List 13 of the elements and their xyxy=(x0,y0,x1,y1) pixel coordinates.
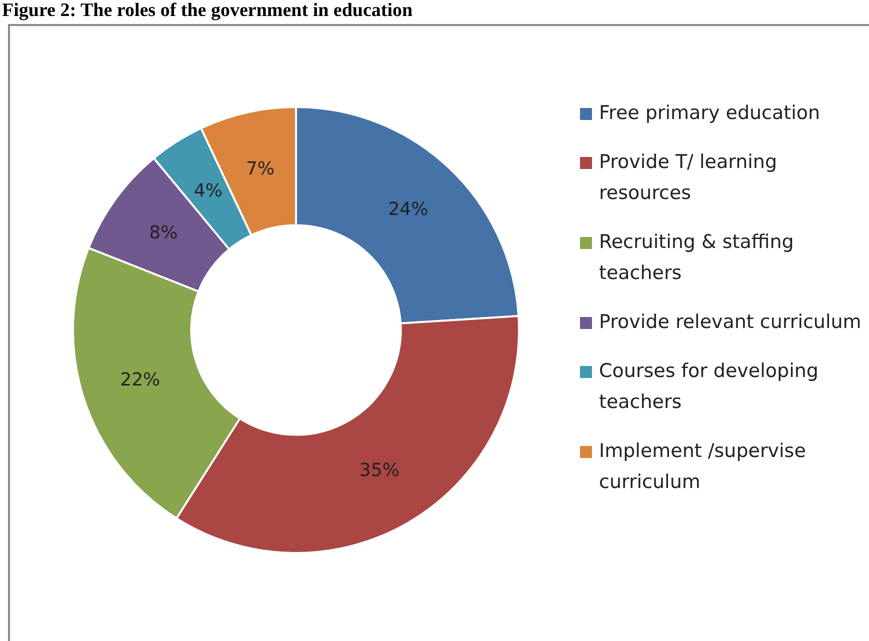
data-label: 22% xyxy=(120,369,160,390)
legend-label: Recruiting & staffing teachers xyxy=(599,230,795,286)
legend-label: Implement /supervise curriculum xyxy=(599,439,807,495)
chart-title: Figure 2: The roles of the government in education xyxy=(2,0,413,22)
data-label: 8% xyxy=(149,222,178,244)
legend-label: Courses for developing teachers xyxy=(599,359,820,415)
legend-label: Provide T/ learning resources xyxy=(599,150,778,206)
legend-label: Provide relevant curriculum xyxy=(599,310,862,335)
legend-label: Free primary education xyxy=(599,101,820,126)
data-label: 7% xyxy=(246,158,275,180)
data-label: 35% xyxy=(359,460,400,481)
data-label: 4% xyxy=(194,180,222,202)
data-label: 24% xyxy=(388,199,428,220)
